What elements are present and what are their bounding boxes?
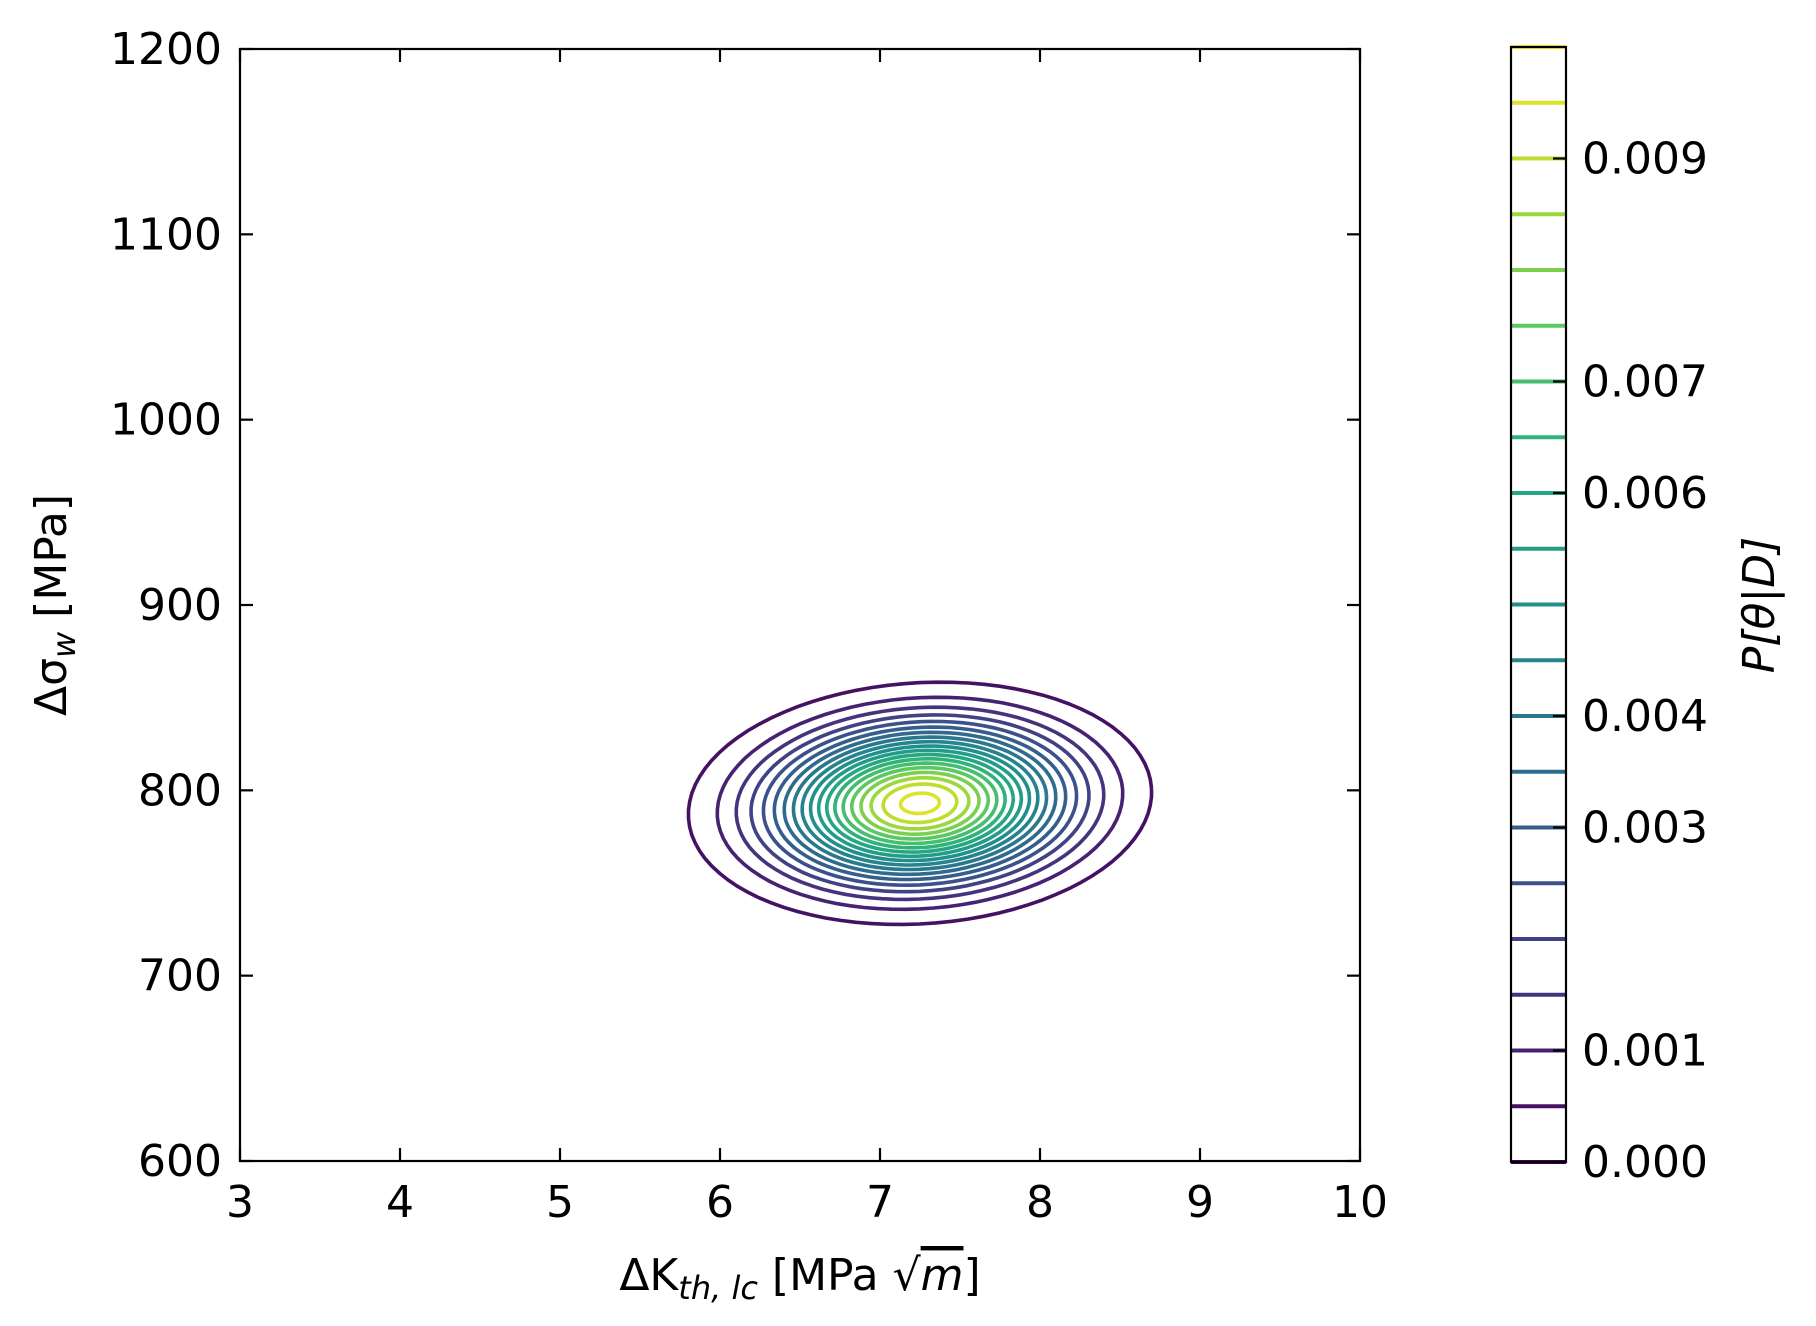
colorbar-tick-label: 0.007	[1582, 357, 1708, 408]
y-tick-label: 1000	[110, 395, 222, 446]
contour-line	[686, 680, 1154, 927]
contour-line	[808, 744, 1032, 863]
colorbar-tick-label: 0.009	[1582, 134, 1708, 185]
contour-line	[881, 782, 959, 825]
contour-line	[849, 765, 991, 841]
colorbar-tick-label: 0.004	[1582, 691, 1708, 742]
contour-line	[824, 752, 1016, 854]
contour-line	[816, 748, 1024, 859]
contour-line	[898, 791, 942, 816]
contour-line	[734, 705, 1106, 902]
x-tick-label: 9	[1186, 1177, 1214, 1228]
colorbar-tick-label: 0.006	[1582, 468, 1708, 519]
colorbar-label: P[θ|D]	[1734, 537, 1785, 674]
contour-line	[749, 713, 1091, 894]
x-axis-ticks: 3 4 5 6 7 8 9 10	[226, 49, 1388, 1228]
colorbar-ticks: 0.000 0.001 0.003 0.004 0.006 0.007 0.009	[1553, 134, 1708, 1188]
x-tick-label: 3	[226, 1177, 254, 1228]
x-tick-label: 4	[386, 1177, 414, 1228]
contour-line	[772, 725, 1068, 882]
x-tick-label: 5	[546, 1177, 574, 1228]
y-tick-label: 700	[138, 951, 222, 1002]
contour-line	[715, 695, 1125, 912]
contour-line	[782, 730, 1058, 877]
colorbar-tick-label: 0.000	[1582, 1137, 1708, 1188]
y-tick-label: 600	[138, 1136, 222, 1187]
contour-line	[800, 739, 1040, 867]
contour-line	[833, 756, 1007, 850]
contour-line	[761, 719, 1079, 888]
x-tick-label: 6	[706, 1177, 734, 1228]
colorbar-tick-label: 0.001	[1582, 1026, 1708, 1077]
y-axis-label: Δσw [MPa]	[26, 494, 83, 716]
colorbar-tick-label: 0.003	[1582, 803, 1708, 854]
colorbar	[1511, 45, 1566, 1164]
x-tick-label: 7	[866, 1177, 894, 1228]
contour-line	[859, 770, 981, 837]
y-tick-label: 800	[138, 765, 222, 816]
x-tick-label: 10	[1332, 1177, 1388, 1228]
colorbar-frame	[1509, 45, 1568, 1164]
contour-lines	[686, 680, 1154, 927]
y-tick-label: 1200	[110, 24, 222, 75]
plot-frame	[238, 47, 1362, 1163]
contour-line	[791, 735, 1049, 872]
contour-line	[869, 775, 971, 831]
y-tick-label: 900	[138, 580, 222, 631]
contour-line	[841, 761, 999, 846]
y-tick-label: 1100	[110, 209, 222, 260]
x-tick-label: 8	[1026, 1177, 1054, 1228]
x-axis-label: ΔKth, lc [MPa √m]	[619, 1250, 980, 1307]
y-axis-ticks: 600 700 800 900 1000 1100 1200	[110, 24, 1360, 1187]
